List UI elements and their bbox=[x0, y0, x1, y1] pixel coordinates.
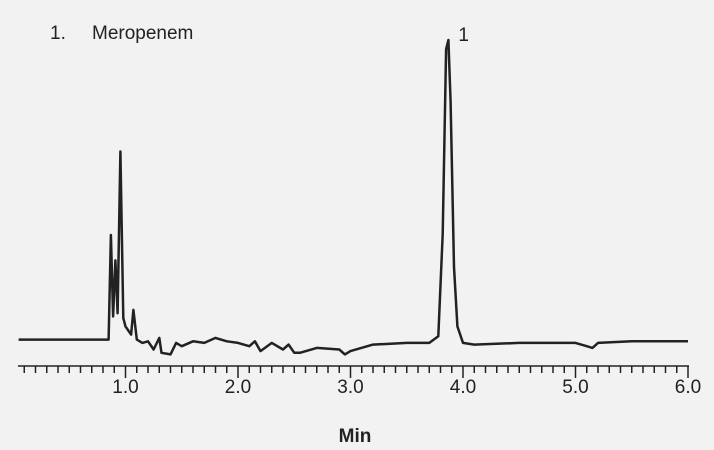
legend-number: 1. bbox=[50, 23, 66, 44]
x-tick-label: 4.0 bbox=[450, 377, 476, 398]
x-tick-label: 2.0 bbox=[225, 377, 251, 398]
legend-name: Meropenem bbox=[92, 23, 193, 44]
x-tick-label: 3.0 bbox=[337, 377, 363, 398]
peak-label: 1 bbox=[458, 25, 469, 46]
x-tick-label: 6.0 bbox=[675, 377, 701, 398]
x-tick-label: 5.0 bbox=[562, 377, 588, 398]
x-tick-label: 1.0 bbox=[112, 377, 138, 398]
chromatogram-line bbox=[18, 38, 688, 356]
x-axis-label: Min bbox=[339, 426, 372, 447]
